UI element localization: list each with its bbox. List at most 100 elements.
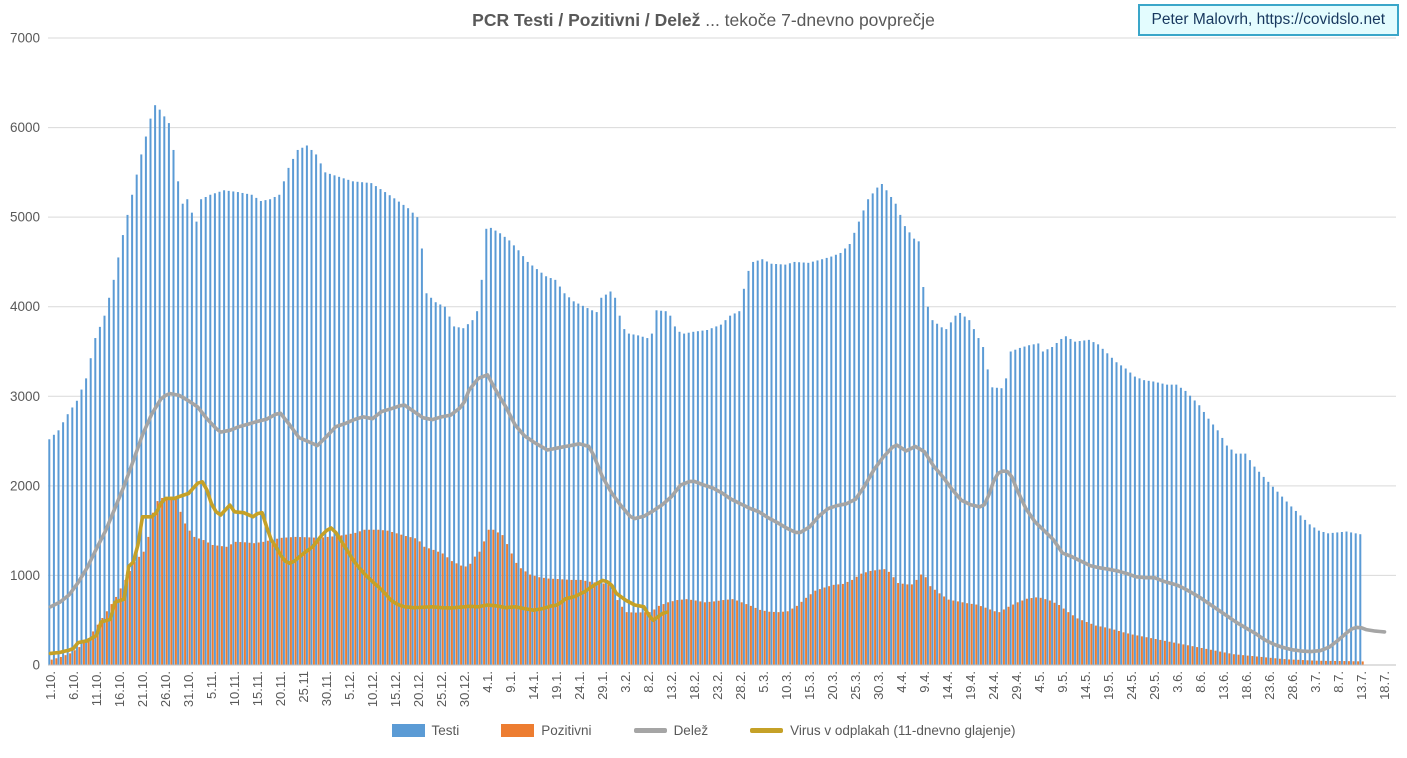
legend-item-testi[interactable]: Testi — [391, 723, 459, 738]
x-tick-label: 3.6. — [1170, 671, 1185, 693]
bar — [517, 250, 520, 665]
bar — [963, 316, 966, 665]
bar — [124, 579, 127, 665]
bar — [464, 566, 467, 665]
bar — [1308, 524, 1311, 665]
bar — [1166, 384, 1169, 665]
bar — [1182, 644, 1185, 665]
bar — [1304, 519, 1307, 665]
bar — [770, 263, 773, 665]
legend-item-virus-v-odplakah-dnevno-glajenje-[interactable]: Virus v odplakah (11-dnevno glajenje) — [750, 723, 1015, 738]
bar — [554, 279, 557, 665]
bar — [1005, 378, 1008, 665]
bar — [910, 584, 913, 665]
bar — [1262, 476, 1265, 665]
bar — [685, 599, 688, 665]
bar — [55, 658, 58, 665]
bar — [616, 600, 619, 665]
bar — [92, 631, 95, 665]
bar — [1058, 604, 1061, 665]
bar — [860, 573, 863, 665]
legend-item-pozitivni[interactable]: Pozitivni — [501, 723, 592, 738]
bar — [621, 606, 624, 665]
bar — [662, 604, 665, 665]
bar — [614, 297, 617, 665]
bar — [699, 601, 702, 665]
bar — [1108, 628, 1111, 665]
bar — [453, 326, 456, 665]
bar — [618, 315, 621, 665]
bar — [209, 194, 212, 665]
x-tick-label: 5.12. — [342, 671, 357, 700]
bar — [832, 584, 835, 665]
bar — [1092, 342, 1095, 665]
bar — [144, 136, 147, 665]
bar — [747, 270, 750, 665]
bar — [1051, 347, 1054, 665]
bar — [1292, 659, 1295, 665]
bar — [1177, 643, 1180, 665]
x-tick-label: 30.3. — [871, 671, 886, 700]
bar — [365, 182, 368, 665]
chart-title-bold: PCR Testi / Pozitivni / Delež — [472, 10, 701, 30]
bar — [1271, 486, 1274, 665]
bar — [1069, 338, 1072, 665]
bar — [933, 589, 936, 665]
bar — [752, 261, 755, 665]
bar — [1242, 655, 1245, 665]
bar — [1016, 602, 1019, 665]
x-tick-label: 15.3. — [802, 671, 817, 700]
bar — [768, 611, 771, 665]
bar — [929, 586, 932, 665]
legend-item-dele-[interactable]: Delež — [633, 723, 708, 738]
bar — [301, 147, 304, 666]
bar — [230, 544, 233, 665]
author-annotation-box[interactable]: Peter Malovrh, https://covidslo.net — [1137, 4, 1399, 36]
bar — [1228, 653, 1231, 665]
bar — [1357, 661, 1360, 665]
y-tick-label: 7000 — [10, 31, 40, 46]
bar — [335, 536, 338, 665]
series-line-virus-v-odplakah-dnevno-glajenje- — [48, 479, 669, 656]
bar — [745, 604, 748, 665]
bar — [913, 238, 916, 665]
bar — [64, 655, 67, 665]
bar — [936, 323, 939, 665]
bar — [1347, 661, 1350, 665]
bar — [460, 565, 463, 665]
bar — [1009, 351, 1012, 665]
bar — [345, 534, 348, 665]
bar — [926, 306, 929, 665]
bar — [402, 204, 405, 665]
bar — [103, 315, 106, 665]
bar — [223, 190, 226, 665]
bar — [857, 221, 860, 665]
bar — [508, 240, 511, 665]
bar — [310, 149, 313, 665]
bar — [1145, 637, 1148, 665]
bar — [848, 244, 851, 665]
bar — [844, 248, 847, 666]
bar — [920, 574, 923, 665]
bar — [195, 221, 198, 665]
bar — [954, 315, 957, 665]
bar — [966, 603, 969, 665]
bar — [687, 332, 690, 665]
bar — [496, 532, 499, 665]
bar — [257, 542, 260, 665]
bar — [1196, 647, 1199, 665]
y-tick-label: 0 — [32, 658, 40, 673]
bar — [535, 269, 538, 665]
bar — [690, 599, 693, 665]
bar — [802, 262, 805, 665]
bar — [993, 611, 996, 665]
bar — [142, 551, 145, 665]
bar — [1343, 661, 1346, 665]
bar — [696, 331, 699, 665]
bar — [1205, 648, 1208, 665]
bar — [890, 196, 893, 666]
legend-label: Virus v odplakah (11-dnevno glajenje) — [790, 723, 1016, 738]
bar — [641, 336, 644, 665]
bar — [200, 199, 203, 666]
bar — [487, 529, 490, 665]
